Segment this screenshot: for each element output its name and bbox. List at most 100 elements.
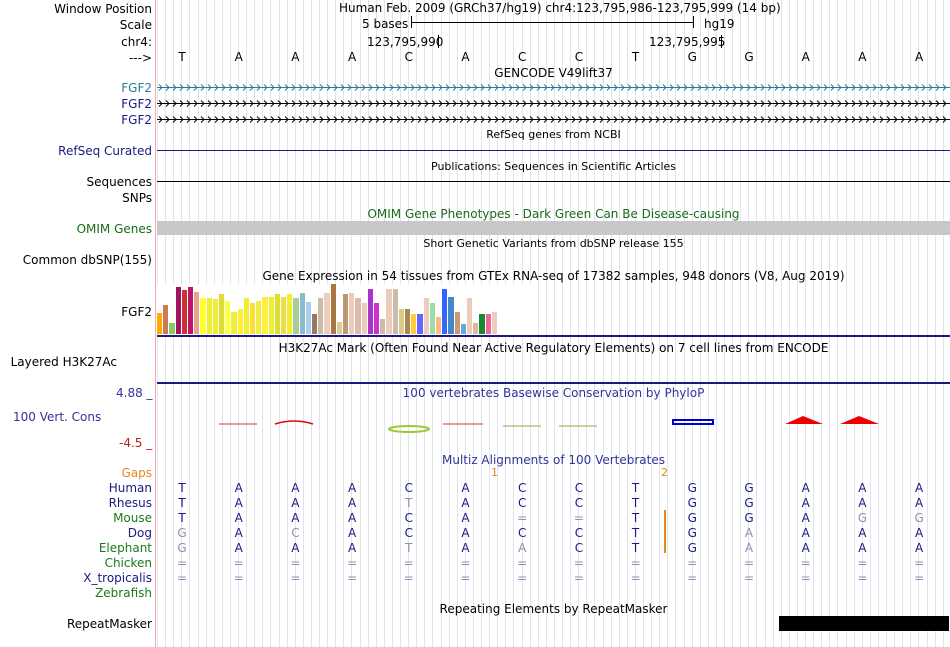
gtex-bar[interactable] [467,298,473,334]
gtex-bar[interactable] [169,323,175,334]
gencode-transcript-2[interactable] [157,98,950,109]
gtex-bar[interactable] [206,298,212,334]
phylop-label[interactable]: 100 Vert. Cons [13,410,102,424]
gtex-bar[interactable] [473,323,479,334]
gtex-bar[interactable] [243,298,249,334]
gtex-bar[interactable] [225,301,231,334]
gtex-bar[interactable] [181,290,187,334]
gap-count-1[interactable]: 1 [491,466,498,479]
gtex-bar[interactable] [442,289,448,334]
gtex-bar[interactable] [479,314,485,334]
gtex-bar[interactable] [454,311,460,334]
gtex-bar[interactable] [460,324,466,334]
gtex-bar[interactable] [250,303,256,334]
species-label[interactable]: X_tropicalis [83,571,152,585]
gtex-bar[interactable] [157,313,163,334]
gtex-bar[interactable] [417,314,423,334]
phylop-title[interactable]: 100 vertebrates Basewise Conservation by… [402,386,705,400]
dbsnp-label[interactable]: Common dbSNP(155) [22,253,152,267]
gtex-bar[interactable] [237,309,243,334]
gtex-bar[interactable] [281,296,287,334]
phylop-logo[interactable] [157,410,950,436]
gtex-bar[interactable] [312,314,318,334]
gtex-bar[interactable] [349,293,355,334]
gencode-item-2[interactable]: FGF2 [121,97,152,111]
gtex-bar[interactable] [398,309,404,334]
gtex-bar[interactable] [491,311,497,334]
gaps-label[interactable]: Gaps [121,466,152,480]
species-label[interactable]: Mouse [113,511,152,525]
dbsnp-title[interactable]: Short Genetic Variants from dbSNP releas… [423,237,684,250]
repeatmasker-label[interactable]: RepeatMasker [66,617,152,631]
gtex-bar[interactable] [343,294,349,334]
publications-title[interactable]: Publications: Sequences in Scientific Ar… [431,160,676,173]
species-label[interactable]: Zebrafish [95,586,152,600]
refseq-title[interactable]: RefSeq genes from NCBI [486,128,621,141]
gtex-bar[interactable] [212,299,218,334]
gtex-bar[interactable] [287,294,293,334]
gtex-bar[interactable] [367,289,373,334]
omim-title[interactable]: OMIM Gene Phenotypes - Dark Green Can Be… [367,207,740,221]
gtex-bar[interactable] [200,298,206,334]
gtex-bar[interactable] [374,303,380,334]
gtex-bar[interactable] [355,298,361,334]
publications-label[interactable]: Sequences [86,175,152,189]
gtex-bar[interactable] [361,303,367,334]
gtex-bar[interactable] [448,296,454,334]
snps-label[interactable]: SNPs [122,191,152,205]
gtex-bar[interactable] [305,301,311,334]
refseq-transcript-line[interactable] [157,150,950,151]
gtex-bar[interactable] [405,309,411,334]
gtex-bar[interactable] [194,291,200,334]
gtex-bar[interactable] [299,293,305,334]
gtex-bar[interactable] [392,289,398,334]
gtex-bar[interactable] [231,311,237,334]
repeatmasker-title[interactable]: Repeating Elements by RepeatMasker [439,602,668,616]
gtex-bar[interactable] [318,298,324,334]
gtex-bar[interactable] [411,314,417,334]
gtex-bar[interactable] [324,293,330,334]
gtex-label[interactable]: FGF2 [121,305,152,319]
gtex-bar[interactable] [380,319,386,334]
gtex-bar[interactable] [262,296,268,334]
gtex-bar[interactable] [256,301,262,334]
species-label[interactable]: Elephant [98,541,152,555]
publications-line[interactable] [157,181,950,182]
gencode-transcript-3[interactable] [157,114,950,125]
gap-count-2[interactable]: 2 [661,466,668,479]
gtex-bar[interactable] [188,286,194,334]
repeatmasker-element[interactable] [779,616,949,631]
h3k27ac-title[interactable]: H3K27Ac Mark (Often Found Near Active Re… [278,341,829,355]
gtex-bar[interactable] [219,294,225,334]
aligned-base: A [234,541,243,555]
gencode-title[interactable]: GENCODE V49lift37 [494,66,613,80]
gtex-bar[interactable] [175,286,181,334]
aligned-base: = [347,556,358,570]
gtex-bar[interactable] [336,321,342,334]
h3k27ac-label[interactable]: Layered H3K27Ac [10,355,117,369]
species-label[interactable]: Human [108,481,152,495]
gtex-bar[interactable] [485,314,491,334]
base-letter: A [234,50,243,64]
gtex-bar[interactable] [386,289,392,334]
species-label[interactable]: Dog [127,526,152,540]
gtex-bar[interactable] [330,284,336,334]
species-label[interactable]: Chicken [104,556,152,570]
gtex-bar[interactable] [429,303,435,334]
gtex-bar[interactable] [436,316,442,334]
gencode-item-1[interactable]: FGF2 [121,81,152,95]
gtex-bar[interactable] [163,305,169,334]
omim-feature-bar[interactable] [157,221,950,235]
species-label[interactable]: Rhesus [108,496,152,510]
gtex-title[interactable]: Gene Expression in 54 tissues from GTEx … [262,269,845,283]
gtex-bar[interactable] [293,298,299,334]
gtex-bar-chart[interactable] [157,284,537,334]
gencode-item-3[interactable]: FGF2 [121,113,152,127]
multiz-title[interactable]: Multiz Alignments of 100 Vertebrates [441,453,666,467]
gencode-transcript-1[interactable] [157,82,950,93]
gtex-bar[interactable] [268,296,274,334]
refseq-label[interactable]: RefSeq Curated [58,144,152,158]
gtex-bar[interactable] [274,294,280,334]
gtex-bar[interactable] [423,298,429,334]
omim-label[interactable]: OMIM Genes [76,222,152,236]
